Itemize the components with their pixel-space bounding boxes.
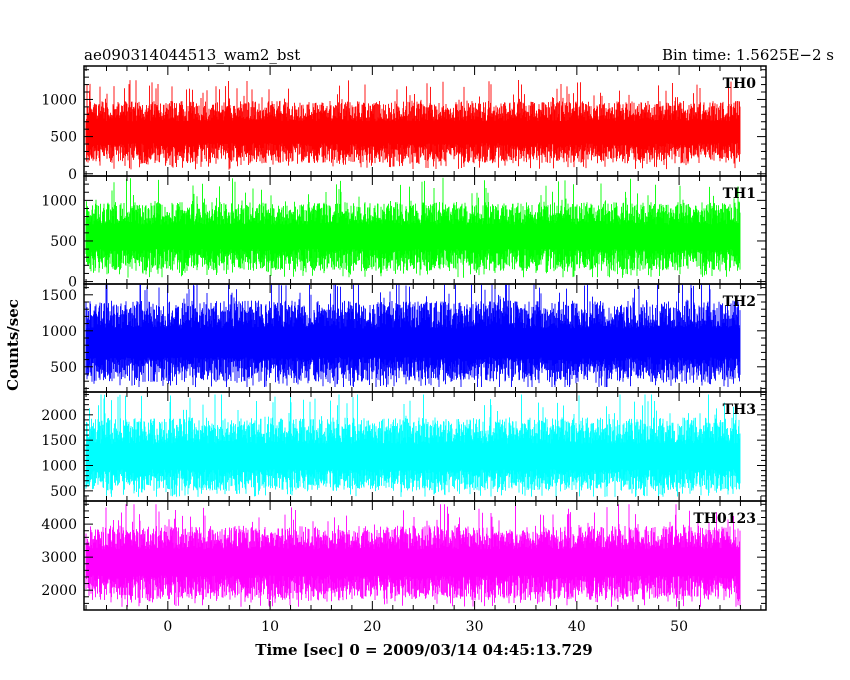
series-th1-trace <box>85 177 741 278</box>
series-th2-trace <box>85 284 741 387</box>
x-tick-label: 30 <box>466 619 484 635</box>
y-tick-label: 3000 <box>41 550 77 566</box>
y-tick-label: 2000 <box>41 408 77 424</box>
panel-th0: 0 500 1000 TH0 <box>41 65 767 183</box>
chart-title-right: Bin time: 1.5625E−2 s <box>662 46 834 64</box>
panel-th1: 0 500 1000 TH1 <box>41 175 767 291</box>
chart-title-left: ae090314044513_wam2_bst <box>84 46 300 64</box>
panel-label-th2: TH2 <box>723 294 756 310</box>
x-tick-label: 10 <box>261 619 279 635</box>
x-tick-label: 40 <box>568 619 586 635</box>
y-tick-label: 2000 <box>41 583 77 599</box>
x-tick-label: 20 <box>363 619 381 635</box>
panel-label-th1: TH1 <box>723 186 756 202</box>
y-tick-label: 0 <box>68 167 77 183</box>
panel-th3: 500 1000 1500 2000 TH3 <box>41 391 767 502</box>
series-th3-trace <box>85 394 741 497</box>
y-tick-label: 1000 <box>41 324 77 340</box>
panel-th2: 500 1000 1500 TH2 <box>41 283 767 393</box>
y-tick-label: 4000 <box>41 517 77 533</box>
x-tick-label: 0 <box>163 619 172 635</box>
series-th0123-trace <box>85 504 741 607</box>
x-tick-label: 50 <box>670 619 688 635</box>
panel-th0123-frame <box>83 500 767 611</box>
y-tick-label: 0 <box>68 275 77 291</box>
y-tick-label: 500 <box>50 130 77 146</box>
panel-label-th0: TH0 <box>723 76 757 92</box>
panel-label-th0123: TH0123 <box>693 511 756 527</box>
panel-th0123: 2000 3000 4000 TH0123 <box>41 500 767 611</box>
panel-label-th3: TH3 <box>723 402 756 418</box>
series-th0-trace <box>85 80 741 170</box>
y-tick-label: 500 <box>50 360 77 376</box>
x-axis-label: Time [sec] 0 = 2009/03/14 04:45:13.729 <box>255 641 592 659</box>
y-tick-label: 1000 <box>41 92 77 108</box>
y-tick-label: 1000 <box>41 193 77 209</box>
y-tick-label: 1500 <box>41 433 77 449</box>
y-axis-label: Counts/sec <box>4 299 22 391</box>
y-tick-label: 500 <box>50 484 77 500</box>
y-tick-label: 1000 <box>41 459 77 475</box>
y-tick-label: 500 <box>50 234 77 250</box>
y-tick-label: 1500 <box>41 288 77 304</box>
